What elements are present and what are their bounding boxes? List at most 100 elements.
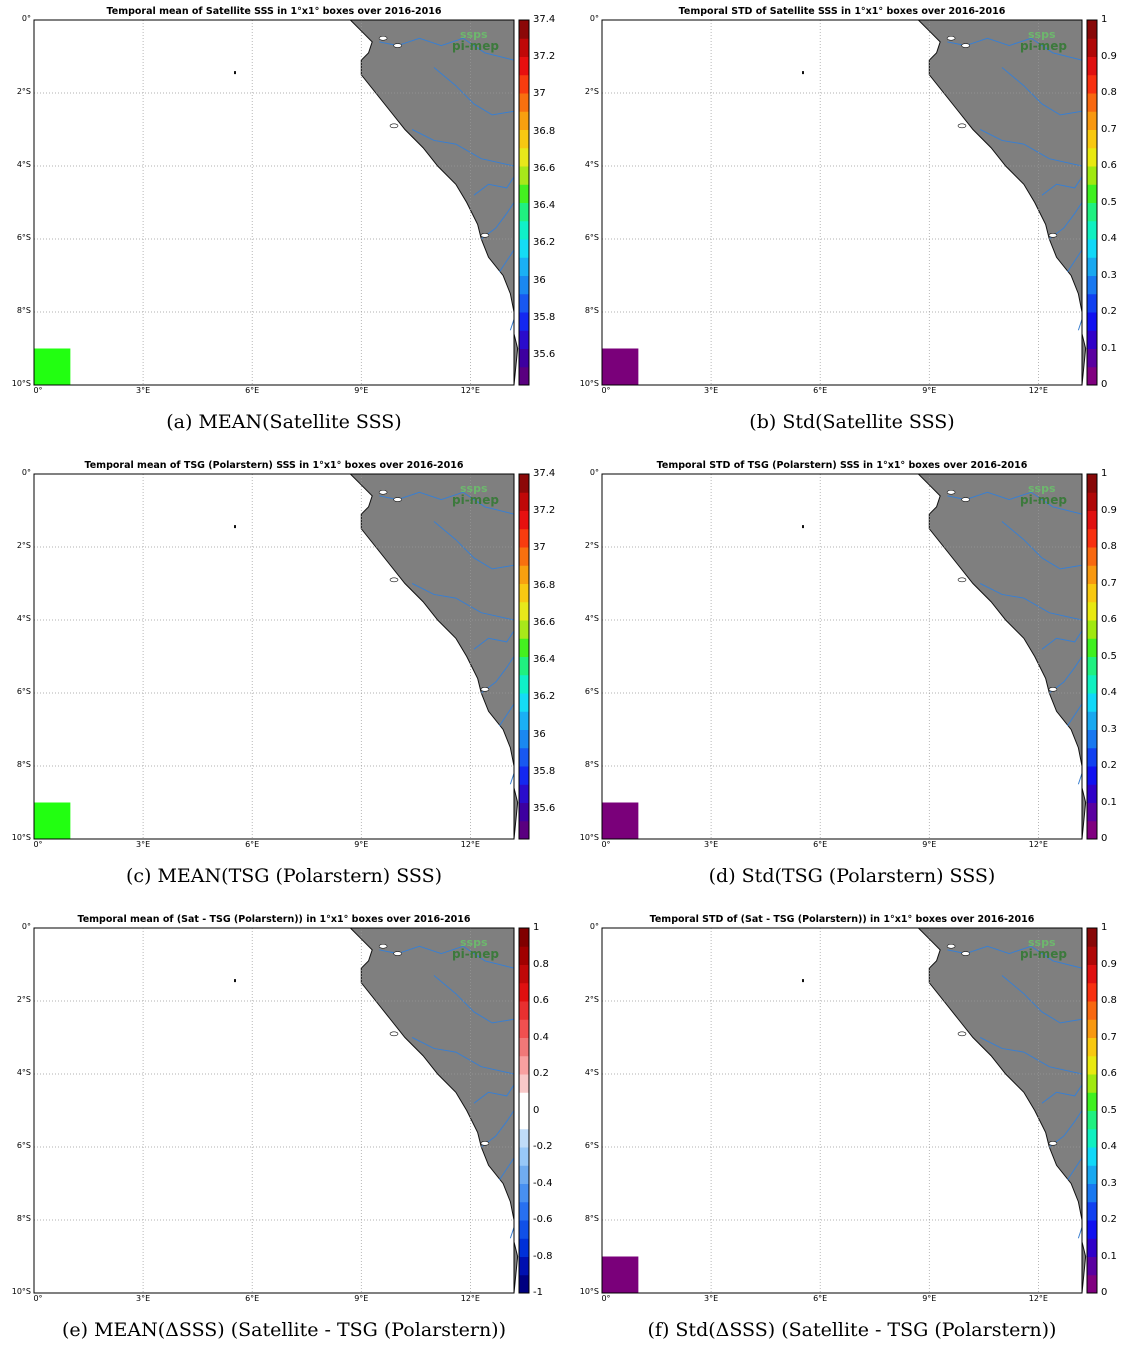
latitude-label: 8°S [16,306,31,315]
colorbar-segment [1087,693,1097,712]
colorbar-tick-label: 36 [533,274,546,286]
longitude-label: 3°E [136,386,151,395]
lagoon-mark [389,123,399,129]
colorbar-segment [519,1201,529,1221]
colorbar-frame [518,927,530,1294]
colorbar-segment [519,802,529,822]
colorbar-tick-label: -0.2 [533,1141,553,1152]
river-line [1048,202,1083,240]
colorbar-segment [519,982,529,1002]
river-line [1067,1157,1083,1181]
pimep-logo: ssps pi-mep [434,482,504,512]
colorbar-segment [519,766,529,785]
colorbar-tick-label: 0.9 [1101,50,1117,62]
colorbar-segment [519,656,529,676]
colorbar-segment [1087,964,1097,984]
colorbar-tick-label: 0.2 [533,1068,549,1079]
colorbar-tick-label: 0.9 [1101,504,1117,516]
lagoon-mark [378,489,388,495]
colorbar-segment [1087,1238,1097,1257]
colorbar-tick-label: 0.6 [1101,614,1117,625]
colorbar [518,19,530,386]
colorbar-tick-label: 0.7 [1101,1031,1117,1043]
colorbar [1086,473,1098,840]
colorbar-segment [519,1128,529,1148]
river-line [1001,67,1083,116]
river-line [411,583,515,621]
colorbar-segment [1087,239,1097,258]
colorbar-tick-label: -1 [533,1287,543,1298]
river-line [473,176,515,196]
colorbar-segment [519,293,529,313]
latitude-label: 6°S [584,233,599,242]
latitude-label: 8°S [584,306,599,315]
longitude-label: 3°E [704,1294,719,1303]
lagoon-mark [1048,687,1058,692]
data-cell [602,802,639,839]
colorbar-segment [519,20,529,39]
colorbar-segment [1087,820,1097,840]
longitude-label: 3°E [704,386,719,395]
river-line [509,773,515,785]
lagoon-mark [480,1141,490,1146]
longitude-label: 9°E [922,1294,937,1303]
colorbar-segment [519,56,529,76]
colorbar-segment [1087,220,1097,240]
river-line [411,1037,515,1075]
colorbar-tick-label: 37.2 [533,51,556,63]
colorbar-frame [518,19,530,386]
colorbar-segment [519,565,529,584]
latitude-label: 10°S [11,833,31,842]
lagoon-mark [378,35,388,41]
colorbar-tick-label: 0.1 [1101,796,1117,808]
longitude-label: 12°E [1028,1294,1048,1303]
land-mass [349,473,519,840]
colorbar-tick-label: 0.5 [1101,196,1117,208]
longitude-label: 0° [33,386,43,395]
lagoon-mark [378,943,388,949]
colorbar-segment [519,1165,529,1184]
colorbar-segment [519,747,529,767]
colorbar-segment [1087,93,1097,112]
colorbar-tick-label: 36 [533,728,546,740]
map-canvas [601,19,1087,386]
logo-line1: ssps [460,936,488,949]
data-cell [34,348,71,385]
river-line [1041,176,1083,196]
colorbar-segment [519,1001,529,1020]
latitude-label: 10°S [579,833,599,842]
map-title: Temporal mean of (Sat - TSG (Polarstern)… [77,914,471,925]
latitude-label: 4°S [16,160,31,169]
latitude-label: 8°S [16,1214,31,1223]
colorbar-segment [519,528,529,548]
latitude-label: 0° [21,14,31,23]
colorbar-segment [1087,1037,1097,1057]
colorbar-segment [1087,601,1097,621]
colorbar-tick-label: 0 [1101,379,1108,390]
logo-line1: ssps [460,482,488,495]
map-title: Temporal mean of TSG (Polarstern) SSS in… [84,460,464,471]
lagoon-mark [389,577,399,583]
colorbar-tick-label: 37 [533,542,546,554]
colorbar-segment [1087,330,1097,349]
colorbar [1086,927,1098,1294]
colorbar-segment [1087,1201,1097,1221]
colorbar-segment [519,1055,529,1075]
river-line [499,703,515,727]
colorbar-segment [1087,474,1097,493]
colorbar-tick-label: 0.8 [1101,87,1117,98]
colorbar-segment [1087,1183,1097,1203]
map-frame [601,473,1083,840]
logo-line2: pi-mep [1020,493,1067,507]
colorbar-segment [519,166,529,185]
river-line [979,583,1083,621]
colorbar-tick-label: 0.8 [533,958,549,970]
lagoon-mark [393,497,402,502]
colorbar-tick-label: 37.4 [533,14,556,25]
colorbar-segment [1087,366,1097,386]
longitude-label: 12°E [1028,840,1048,849]
lagoon-mark [480,233,490,238]
colorbar-tick-label: 36.6 [533,162,556,174]
latitude-label: 6°S [16,233,31,242]
longitude-label: 0° [601,1294,611,1303]
